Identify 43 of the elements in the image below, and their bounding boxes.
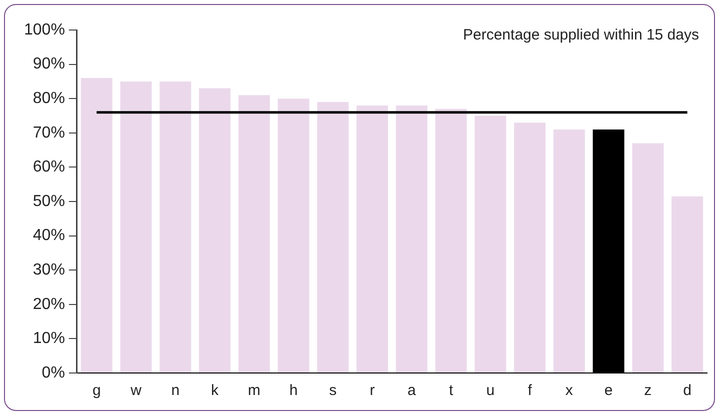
x-tick-label: k	[211, 382, 219, 400]
y-tick-label: 10%	[32, 330, 65, 348]
x-tick-label: d	[683, 382, 692, 400]
x-tick-label: g	[92, 382, 101, 400]
x-tick-label: u	[486, 382, 495, 400]
y-tick-label: 50%	[32, 192, 65, 210]
x-tick-label: m	[248, 382, 260, 400]
x-tick-label: h	[289, 382, 298, 400]
bar	[317, 102, 349, 372]
chart-title: Percentage supplied within 15 days	[463, 26, 699, 44]
x-tick-label: r	[370, 382, 375, 400]
bar	[474, 116, 506, 372]
bar	[120, 81, 152, 372]
x-tick-label: n	[171, 382, 180, 400]
y-tick-label: 30%	[32, 262, 65, 279]
x-tick-label: z	[644, 382, 652, 400]
y-tick-label: 0%	[42, 364, 65, 382]
y-tick-label: 70%	[32, 124, 65, 142]
y-tick-label: 80%	[32, 90, 65, 108]
y-tick-label: 90%	[32, 56, 65, 73]
x-tick-label: x	[565, 382, 574, 400]
x-tick-label: w	[130, 382, 142, 400]
y-tick-label: 100%	[24, 21, 65, 38]
y-tick-label: 60%	[32, 158, 65, 176]
bar	[396, 105, 428, 372]
bar	[278, 98, 310, 372]
bar	[632, 143, 664, 372]
bar	[160, 81, 192, 372]
bar	[672, 196, 704, 372]
bar	[199, 88, 231, 372]
bar	[553, 129, 585, 372]
x-tick-label: f	[528, 382, 533, 400]
y-tick-label: 20%	[32, 296, 65, 313]
bar	[238, 95, 270, 372]
x-tick-label: t	[448, 382, 454, 400]
bar	[80, 78, 112, 372]
bar	[514, 122, 546, 372]
x-tick-label: s	[329, 382, 337, 400]
x-tick-label: a	[407, 382, 416, 400]
bar	[356, 105, 388, 372]
y-tick-label: 40%	[32, 227, 65, 244]
x-tick-label: e	[604, 382, 613, 400]
bar	[435, 108, 467, 372]
